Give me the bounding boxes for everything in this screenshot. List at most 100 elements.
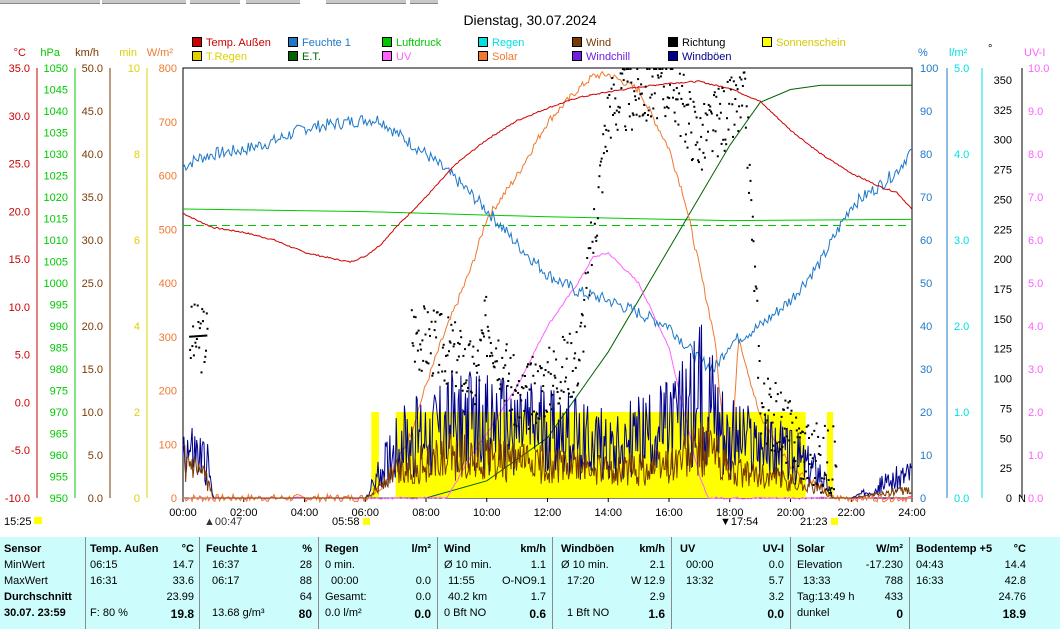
richtung-point-20 [204, 355, 207, 358]
stats-feuchte-min-time: 16:37 [212, 559, 240, 571]
richtung-point-310 [628, 103, 630, 105]
richtung-point-283 [607, 129, 610, 132]
richtung-point-565 [821, 484, 824, 487]
unit-wm2: W/m² [147, 47, 174, 59]
stats-feuchte-min: 28 [299, 559, 312, 571]
richtung-point-93 [463, 383, 466, 385]
richtung-point-508 [778, 441, 781, 443]
top-tab-5[interactable] [326, 0, 406, 4]
stats-wind-max: 9.1 [530, 575, 546, 587]
richtung-point-314 [631, 128, 633, 131]
richtung-point-331 [643, 112, 646, 114]
tick-uvi-3: 7.0 [1028, 192, 1043, 204]
richtung-point-129 [490, 351, 493, 354]
series-feuchte [182, 114, 913, 373]
richtung-point-307 [625, 68, 628, 70]
richtung-point-64 [441, 370, 444, 373]
top-tab-3[interactable] [190, 0, 240, 4]
richtung-point-468 [748, 191, 750, 194]
richtung-point-125 [487, 329, 490, 332]
marker-t1-text: 00:47 [214, 516, 243, 528]
stats-regen: Regen l/m² 0 min. 00:00 0.0 Gesamt: 0.0 0.0… [319, 537, 435, 629]
stats-sensor-avg: Durchschnitt [4, 591, 72, 603]
top-tab-4[interactable] [246, 0, 300, 4]
richtung-point-568 [823, 424, 826, 427]
richtung-point-5 [192, 354, 195, 357]
richtung-point-511 [780, 415, 783, 418]
marker-t1: ▲00:47 [204, 516, 243, 528]
richtung-point-284 [608, 94, 611, 96]
stats-solar-max-time: 13:33 [803, 575, 831, 587]
richtung-point-336 [647, 109, 650, 112]
richtung-point-400 [696, 141, 699, 144]
top-tab-2[interactable] [102, 0, 186, 4]
richtung-point-153 [508, 409, 511, 412]
richtung-point-56 [435, 336, 438, 339]
marker-t4: 21:23 [800, 516, 838, 528]
richtung-point-550 [810, 466, 813, 469]
tick-kmh-3: 35.0 [82, 192, 103, 204]
richtung-point-72 [447, 316, 450, 319]
richtung-point-488 [763, 382, 766, 385]
tick-pct-1: 90 [920, 106, 932, 118]
tick-hpa-17: 965 [50, 429, 68, 441]
richtung-point-261 [590, 264, 593, 266]
richtung-point-180 [529, 363, 532, 366]
richtung-point-15 [200, 371, 203, 374]
stats-boeen-max: 12.9 [643, 575, 665, 587]
richtung-point-515 [783, 427, 786, 430]
richtung-point-368 [672, 96, 674, 99]
tick-deg-9: 125 [994, 344, 1012, 356]
tick-lm2-0: 5.0 [954, 63, 969, 75]
tick-kmh-0: 50.0 [82, 63, 103, 75]
richtung-point-326 [640, 83, 643, 86]
richtung-point-47 [428, 328, 431, 331]
richtung-point-58 [436, 311, 439, 314]
time-tick-9: 18:00 [716, 507, 744, 519]
richtung-point-553 [812, 483, 815, 486]
richtung-point-482 [758, 360, 761, 362]
tick-lm2-5: 0.0 [954, 493, 969, 505]
richtung-point-428 [717, 87, 720, 90]
tick-uvi-8: 2.0 [1028, 407, 1043, 419]
richtung-point-512 [781, 445, 784, 448]
richtung-point-351 [659, 68, 662, 70]
tick-temp-2: 25.0 [9, 159, 30, 171]
tick-kmh-6: 20.0 [82, 321, 103, 333]
tick-uvi-0: 10.0 [1028, 63, 1049, 75]
richtung-point-300 [620, 87, 623, 90]
richtung-point-75 [449, 341, 452, 344]
stats-regen-total-label: Gesamt: [325, 591, 367, 603]
top-tab-1[interactable] [0, 0, 100, 4]
richtung-point-517 [785, 461, 788, 464]
richtung-point-361 [666, 96, 669, 99]
richtung-point-582 [834, 464, 837, 467]
legend-item-row2-0: T.Regen [192, 51, 247, 64]
richtung-point-161 [514, 389, 517, 392]
richtung-point-315 [631, 112, 634, 115]
stats-temp-now: 19.8 [170, 607, 194, 621]
top-tab-6[interactable] [410, 0, 438, 4]
richtung-point-208 [550, 408, 553, 411]
richtung-point-126 [488, 336, 491, 339]
richtung-point-39 [422, 359, 425, 362]
richtung-point-569 [824, 473, 827, 476]
richtung-point-292 [614, 97, 617, 100]
stats-boeen-avg-label: Ø 10 min. [561, 559, 609, 571]
richtung-point-265 [593, 222, 596, 225]
richtung-point-134 [494, 360, 497, 363]
stats-wind-header: Wind [444, 543, 471, 555]
stats-temp-avg: 23.99 [166, 591, 194, 603]
stats-sensor-max: MaxWert [4, 575, 48, 587]
richtung-point-200 [544, 369, 547, 371]
richtung-point-384 [684, 140, 687, 143]
richtung-point-276 [602, 133, 605, 136]
richtung-point-49 [429, 352, 432, 355]
richtung-point-484 [760, 432, 763, 435]
richtung-point-514 [782, 408, 785, 411]
richtung-point-302 [621, 68, 624, 70]
stats-temp-max: 33.6 [172, 575, 194, 587]
legend-swatch [478, 37, 488, 47]
richtung-point-304 [623, 68, 626, 71]
richtung-point-332 [644, 85, 647, 88]
